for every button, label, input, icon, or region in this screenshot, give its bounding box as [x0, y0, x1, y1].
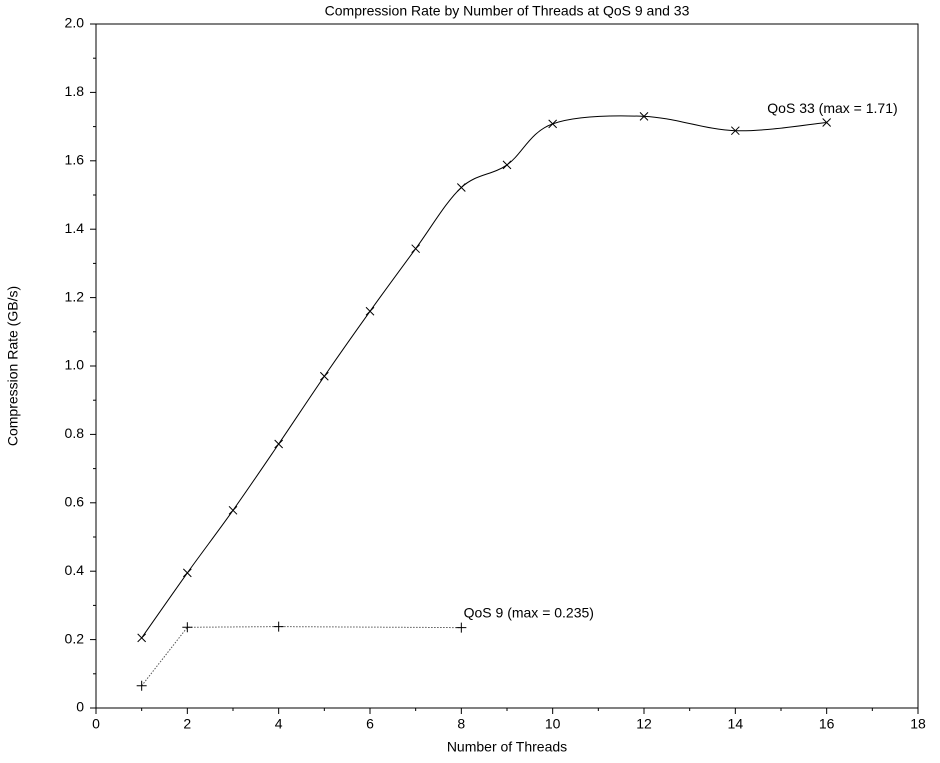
point-marker [730, 126, 740, 136]
point-marker [822, 118, 832, 127]
y-axis-label: Compression Rate (GB/s) [5, 286, 21, 446]
point-marker [639, 111, 649, 121]
y-tick-label: 0.8 [65, 425, 85, 441]
point-marker [502, 160, 512, 170]
x-tick-label: 4 [275, 716, 283, 732]
series-line [141, 626, 462, 687]
x-tick-label: 14 [728, 716, 744, 732]
point-marker [365, 306, 375, 316]
point-marker [456, 183, 466, 192]
point-marker [548, 119, 558, 129]
point-marker [228, 505, 238, 515]
point-marker [273, 621, 284, 632]
x-axis-label: Number of Threads [447, 739, 567, 755]
point-marker [136, 680, 147, 691]
y-tick-label: 0.2 [65, 630, 85, 646]
y-tick-label: 0.4 [65, 562, 85, 578]
x-tick-label: 10 [545, 716, 561, 732]
annotation: QoS 9 (max = 0.235) [464, 605, 594, 621]
y-tick-label: 0.6 [65, 494, 85, 510]
x-tick-label: 2 [183, 716, 191, 732]
point-marker [182, 622, 193, 633]
x-tick-label: 18 [910, 716, 926, 732]
point-marker [274, 439, 284, 449]
y-tick-label: 1.0 [65, 357, 85, 373]
x-tick-label: 16 [819, 716, 835, 732]
x-tick-label: 0 [92, 716, 100, 732]
x-tick-label: 8 [457, 716, 465, 732]
annotation: QoS 33 (max = 1.71) [767, 100, 897, 116]
x-tick-label: 12 [636, 716, 652, 732]
y-tick-label: 1.6 [65, 152, 85, 168]
y-tick-label: 1.8 [65, 83, 85, 99]
point-marker [137, 633, 147, 643]
y-tick-label: 1.4 [65, 220, 85, 236]
point-marker [182, 568, 192, 578]
point-marker [319, 371, 329, 381]
chart-title: Compression Rate by Number of Threads at… [325, 3, 690, 19]
x-tick-label: 6 [366, 716, 374, 732]
series-line [141, 115, 827, 639]
point-marker [411, 244, 421, 254]
y-tick-label: 0 [76, 699, 84, 715]
point-marker [456, 622, 467, 633]
y-tick-label: 2.0 [65, 15, 85, 31]
y-tick-label: 1.2 [65, 288, 85, 304]
